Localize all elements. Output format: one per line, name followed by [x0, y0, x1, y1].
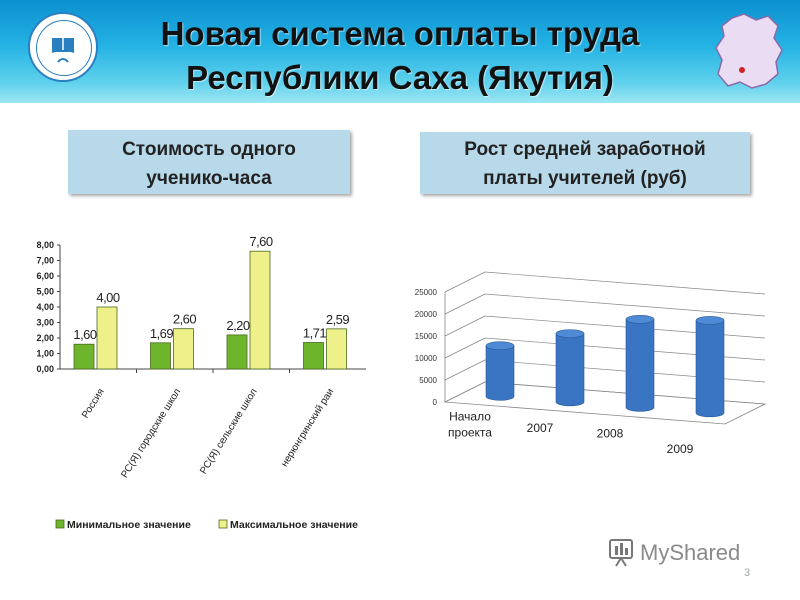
category-label: Начало [449, 409, 491, 423]
cylinder-top [695, 316, 725, 325]
y-tick-label: 25000 [415, 288, 438, 297]
grid-line [444, 359, 486, 381]
bar-value-label: 2,60 [173, 312, 197, 327]
cylinder-top [485, 341, 515, 351]
bar [326, 328, 347, 370]
bar [226, 334, 248, 370]
cylinder-bar [695, 320, 725, 418]
category-label: РС(Я) городские школ [119, 387, 183, 480]
bar-value-label: 1,60 [73, 327, 97, 342]
category-label: проекта [448, 425, 492, 439]
y-tick-label: 0,00 [36, 364, 54, 374]
grid-line [484, 293, 766, 317]
bar [150, 342, 171, 370]
category-label: нерюнгринский раи [279, 387, 336, 469]
salary-growth-panel-line-1: Рост средней заработной [464, 139, 706, 160]
bar [73, 343, 95, 370]
legend-swatch [218, 519, 228, 529]
myshared-logo-icon: MyShared [609, 539, 740, 567]
bar [96, 306, 118, 370]
grid-line [444, 337, 486, 359]
bar-value-label: 4,00 [96, 290, 120, 305]
y-tick-label: 15000 [415, 332, 438, 341]
category-label: 2008 [597, 426, 624, 440]
yakutia-map-icon [715, 13, 783, 89]
cylinder-bar [625, 319, 655, 412]
category-label: РС(Я) сельские школ [198, 387, 260, 477]
y-tick-label: 5,00 [36, 287, 54, 297]
cylinder-top [555, 329, 585, 338]
unit-cost-panel: Стоимость одного ученико-часа [68, 130, 350, 194]
grid-line [444, 381, 486, 403]
category-label: Россия [80, 387, 107, 421]
unit-cost-panel-line-2: ученико-часа [146, 168, 272, 189]
ministry-emblem-icon [28, 12, 98, 82]
bar-value-label: 1,69 [150, 326, 174, 341]
category-label: 2007 [527, 421, 554, 435]
y-tick-label: 20000 [415, 310, 438, 319]
y-tick-label: 10000 [415, 354, 438, 363]
grid-line [444, 271, 486, 293]
cylinder-bar [555, 333, 585, 407]
bar-value-label: 2,59 [326, 312, 350, 327]
header-banner: Новая система оплаты труда Республики Са… [0, 0, 800, 103]
unit-cost-panel-line-1: Стоимость одного [122, 139, 296, 160]
y-tick-label: 6,00 [36, 271, 54, 281]
page-number: 3 [744, 567, 751, 579]
cylinder-bar [485, 345, 515, 401]
bar-value-label: 7,60 [249, 234, 273, 249]
y-tick-label: 0 [433, 398, 438, 407]
y-tick-label: 8,00 [36, 240, 54, 250]
bar-value-label: 2,20 [226, 318, 250, 333]
salary-growth-panel-line-2: платы учителей (руб) [483, 168, 687, 189]
y-tick-label: 3,00 [36, 318, 54, 328]
y-tick-label: 1,00 [36, 349, 54, 359]
cylinder-top [625, 315, 655, 324]
grid-line [444, 293, 486, 315]
grid-line [484, 271, 766, 295]
legend-label: Максимальное значение [230, 519, 358, 531]
legend-swatch [55, 519, 65, 529]
legend-label: Минимальное значение [67, 519, 191, 531]
y-tick-label: 2,00 [36, 333, 54, 343]
page-title: Новая система оплаты труда Республики Са… [110, 12, 690, 100]
bar [303, 342, 324, 370]
y-tick-label: 7,00 [36, 256, 54, 266]
title-line-2: Республики Саха (Якутия) [186, 59, 614, 96]
watermark-text: MyShared [640, 540, 740, 565]
grid-line [444, 315, 486, 337]
bar [173, 328, 194, 370]
title-line-1: Новая система оплаты труда [160, 15, 640, 52]
y-tick-label: 4,00 [36, 302, 54, 312]
unit-cost-bar-chart: 0,00 1,00 2,00 3,00 4,00 5,00 6,00 7,00 8,00 1,60… [36, 234, 366, 531]
salary-growth-panel: Рост средней заработной платы учителей (… [420, 132, 750, 194]
salary-cylinder-chart: 0 5000 10000 15000 20000 25000 Начало проекта 20… [415, 271, 767, 456]
bar [249, 250, 271, 370]
bar-value-label: 1,71 [303, 325, 327, 340]
y-tick-label: 5000 [419, 376, 437, 385]
category-label: 2009 [667, 442, 694, 456]
